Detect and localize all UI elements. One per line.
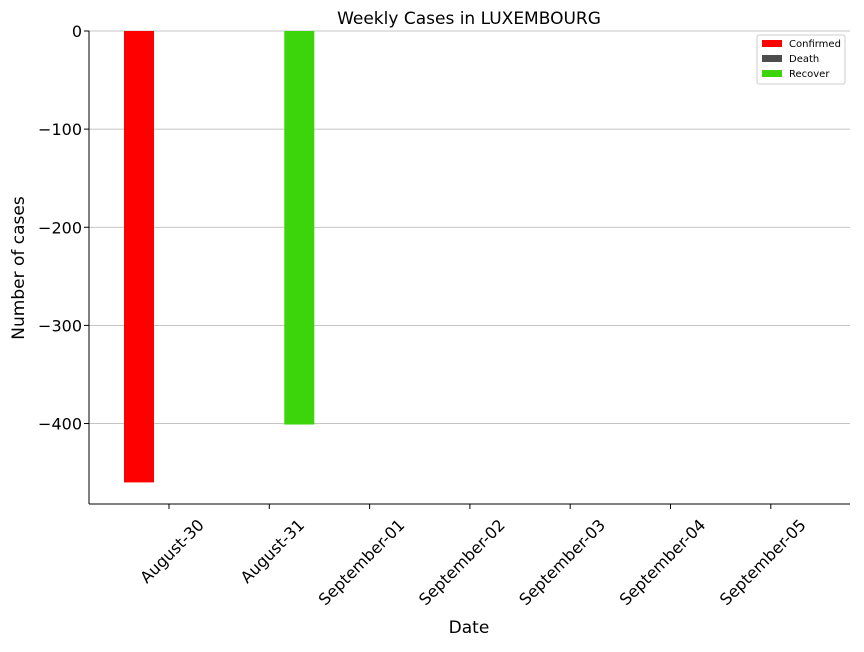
legend-items: Confirmed Death Recover bbox=[762, 39, 841, 80]
x-tick-label: September-05 bbox=[716, 515, 810, 609]
x-tick-label: August-31 bbox=[237, 515, 309, 587]
chart-title: Weekly Cases in LUXEMBOURG bbox=[337, 9, 601, 29]
legend-label-death: Death bbox=[789, 54, 819, 65]
x-tick-label: September-03 bbox=[515, 515, 609, 609]
y-tick-label: −200 bbox=[38, 218, 82, 237]
legend-swatch-death bbox=[762, 55, 782, 62]
x-axis-label: Date bbox=[449, 618, 490, 638]
y-tick-label: 0 bbox=[72, 22, 82, 41]
y-tick-label: −300 bbox=[38, 316, 82, 335]
y-axis-label: Number of cases bbox=[9, 196, 29, 340]
legend: Confirmed Death Recover bbox=[756, 34, 846, 85]
y-tick-label: −100 bbox=[38, 120, 82, 139]
y-tick-layer: 0 −100 −200 −300 −400 bbox=[38, 22, 89, 434]
x-tick-layer: August-30 August-31 September-01 September-… bbox=[136, 504, 810, 609]
legend-label-recover: Recover bbox=[789, 69, 830, 80]
x-tick-label: September-02 bbox=[415, 515, 509, 609]
y-tick-label: −400 bbox=[38, 415, 82, 434]
bar-confirmed-august-30 bbox=[124, 31, 154, 483]
bar-layer bbox=[124, 31, 315, 483]
x-tick-label: September-01 bbox=[315, 515, 409, 609]
legend-swatch-confirmed bbox=[762, 40, 782, 47]
legend-swatch-recover bbox=[762, 70, 782, 77]
x-tick-label: September-04 bbox=[616, 515, 710, 609]
bar-recover-august-31 bbox=[284, 31, 315, 425]
grid-layer bbox=[89, 30, 850, 424]
legend-label-confirmed: Confirmed bbox=[789, 39, 841, 50]
x-tick-label: August-30 bbox=[136, 515, 208, 587]
